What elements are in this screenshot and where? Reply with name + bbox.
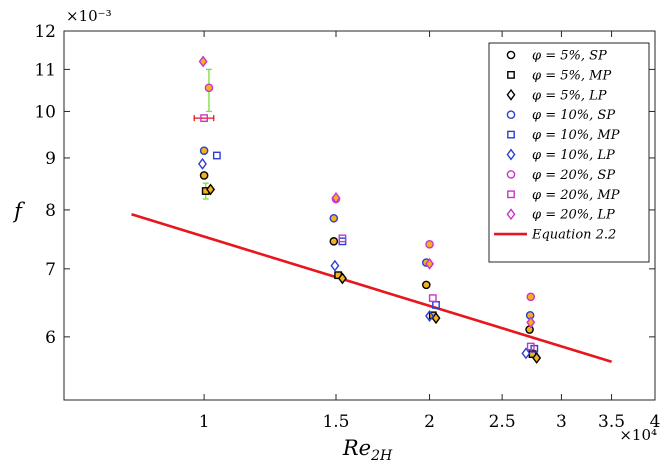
legend-box xyxy=(488,42,650,263)
y-tick-label: 12 xyxy=(34,22,56,42)
fit-lines xyxy=(131,213,612,364)
y-axis-multiplier: ×10⁻³ xyxy=(66,7,112,25)
x-axis-label: Re2H xyxy=(342,436,393,464)
legend-label: φ = 10%, LP xyxy=(532,148,615,163)
legend-marker xyxy=(506,110,516,119)
y-tick-label: 9 xyxy=(45,149,56,169)
data-point-series-9 xyxy=(425,257,435,270)
legend-label: φ = 5%, LP xyxy=(532,88,607,103)
x-tick-label: 3.5 xyxy=(598,412,625,432)
x-tick-label: 4 xyxy=(650,412,661,432)
x-tick-label: 3 xyxy=(556,412,567,432)
data-point-series-6 xyxy=(425,310,435,322)
y-tick-label: 6 xyxy=(45,328,56,348)
data-point-series-5 xyxy=(212,151,221,160)
data-point-series-3 xyxy=(337,272,347,285)
x-tick-label: 2.5 xyxy=(489,412,516,432)
legend-marker xyxy=(506,170,516,179)
axes: 1 1.5 2 2.5 3 3.5 4 6 7 8 9 10 11 12 ×10⁻³ ×10⁴ Re2H f xyxy=(12,7,660,464)
legend-marker xyxy=(507,70,515,79)
data-point-series-7 xyxy=(425,240,434,249)
data-point-series-6 xyxy=(330,259,340,272)
x-tick-label: 2 xyxy=(424,412,435,432)
data-point-series-6 xyxy=(198,157,207,170)
data-point-series-8 xyxy=(428,294,437,303)
x-tick-label: 1.5 xyxy=(322,412,349,432)
data-point-series-1 xyxy=(199,171,209,180)
y-tick-label: 10 xyxy=(34,102,56,122)
legend-marker xyxy=(506,88,516,101)
y-tick-label: 7 xyxy=(45,260,56,280)
data-point-series-8 xyxy=(338,234,347,243)
legend-label: φ = 10%, MP xyxy=(532,128,620,143)
legend-label: φ = 20%, LP xyxy=(532,208,615,223)
data-point-series-3 xyxy=(532,351,542,364)
legend-marker xyxy=(506,50,516,60)
y-tick-label: 11 xyxy=(34,60,56,80)
legend-label: φ = 5%, MP xyxy=(532,68,611,83)
legend-label: Equation 2.2 xyxy=(531,228,616,243)
x-axis-multiplier: ×10⁴ xyxy=(619,426,657,444)
data-point-series-1 xyxy=(421,280,431,290)
data-point-series-9 xyxy=(526,316,536,329)
data-point-series-3 xyxy=(206,183,216,196)
x-tick-label: 1 xyxy=(199,412,210,432)
data-point-series-7 xyxy=(204,83,214,93)
legend-label: φ = 20%, MP xyxy=(532,188,620,203)
legend-marker xyxy=(507,130,515,139)
data-point-series-4 xyxy=(329,213,339,223)
y-tick-label: 8 xyxy=(45,201,56,221)
data-point-series-4 xyxy=(199,146,209,155)
series-line-equation-2-2 xyxy=(131,213,612,364)
data-point-series-8 xyxy=(526,342,535,351)
legend-marker xyxy=(506,148,516,161)
legend: φ = 5%, SP φ = 5%, MP φ = 5%, LP φ = 10%, S… xyxy=(488,42,650,263)
legend-marker xyxy=(506,208,516,221)
y-axis-label: f xyxy=(12,199,25,223)
data-points xyxy=(198,55,542,364)
data-point-series-9 xyxy=(198,55,208,68)
data-point-series-7 xyxy=(526,292,536,302)
data-point-series-6 xyxy=(521,347,531,360)
legend-label: φ = 20%, SP xyxy=(532,168,615,183)
legend-label: φ = 10%, SP xyxy=(532,108,615,123)
data-point-series-1 xyxy=(525,325,534,334)
legend-marker xyxy=(507,190,515,199)
data-point-series-8 xyxy=(200,114,209,123)
legend-label: φ = 5%, SP xyxy=(532,49,607,64)
axes-box xyxy=(63,30,656,401)
data-point-series-9 xyxy=(331,191,341,204)
error-bars xyxy=(193,68,215,200)
data-point-series-1 xyxy=(329,237,339,246)
